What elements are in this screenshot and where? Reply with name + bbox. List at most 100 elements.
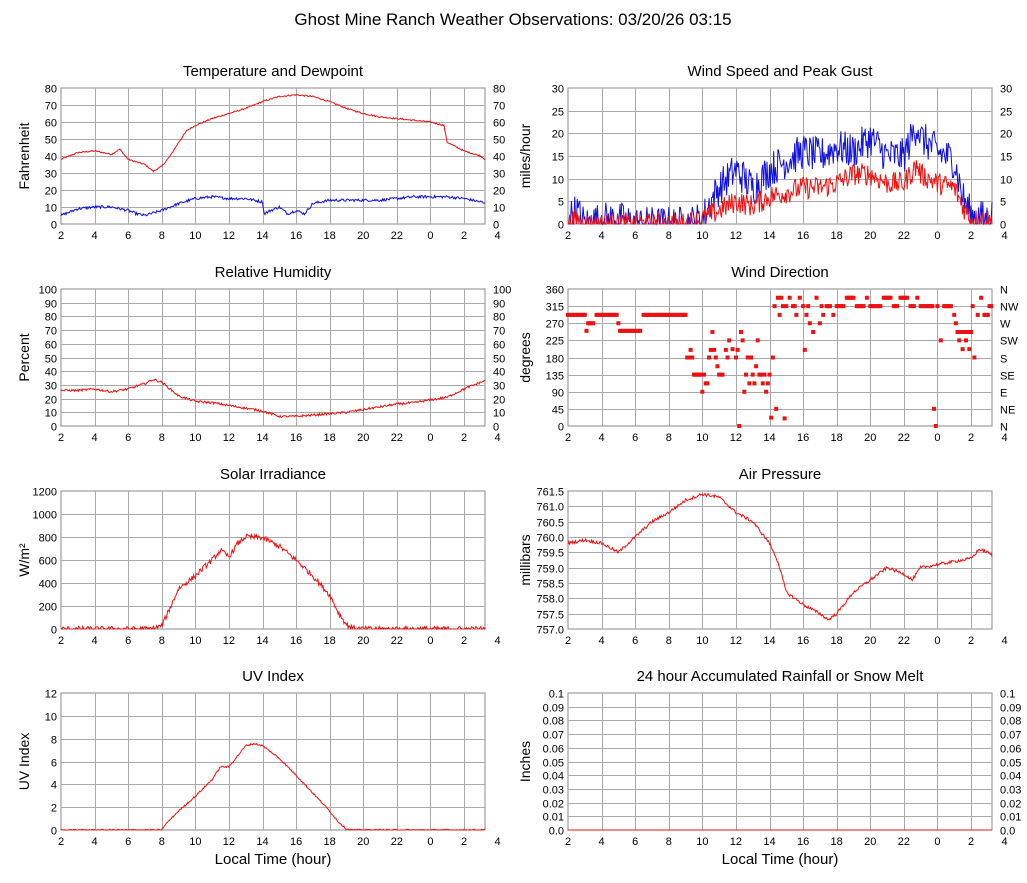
temp-right-tick-label: 50 <box>493 135 505 147</box>
dir-point <box>690 355 695 360</box>
pressure-ytick-label: 761.0 <box>536 502 564 514</box>
rain-ytick-label: 0.07 <box>543 730 564 742</box>
wind-xtick-label: 0 <box>934 230 940 242</box>
rh-ytick-label: 20 <box>45 395 57 407</box>
rh-right-tick-label: 30 <box>493 381 505 393</box>
temp-xtick-label: 4 <box>495 230 501 242</box>
rh-xtick-label: 2 <box>461 432 467 444</box>
rh-ytick-label: 50 <box>45 354 57 366</box>
wind-right-tick-label: 15 <box>1000 152 1012 164</box>
dir-point <box>638 328 643 333</box>
wind-xtick-label: 8 <box>666 230 672 242</box>
temp-series-1-line <box>60 194 486 217</box>
rh-right-tick-label: 90 <box>493 299 505 311</box>
solar-ytick-label: 200 <box>39 602 57 614</box>
dir-ytick-label: 180 <box>546 354 564 366</box>
temp-right-tick-label: 60 <box>493 118 505 130</box>
dir-point <box>960 347 965 352</box>
dir-point <box>743 372 748 377</box>
dir-point <box>754 364 759 369</box>
rh-right-tick-label: 20 <box>493 395 505 407</box>
wind-xtick-label: 12 <box>730 230 742 242</box>
wind-xtick-label: 16 <box>797 230 809 242</box>
dir-point <box>969 330 974 335</box>
dir-point <box>769 415 774 420</box>
rh-ytick-label: 60 <box>45 340 57 352</box>
temp-xtick-label: 20 <box>357 230 369 242</box>
temp-right-tick-label: 20 <box>493 186 505 198</box>
rain-ytick-label: 0.01 <box>543 812 564 824</box>
dir-point <box>707 355 712 360</box>
pressure-xtick-label: 22 <box>898 635 910 647</box>
dir-point <box>686 355 691 360</box>
uv-xtick-label: 12 <box>223 836 235 848</box>
rh-xtick-label: 14 <box>256 432 268 444</box>
pressure-ytick-label: 757.5 <box>536 610 564 622</box>
dir-point <box>772 304 777 309</box>
solar-ylabel: W/m² <box>16 543 32 577</box>
rain-ytick-label: 0.04 <box>543 771 564 783</box>
temp-ytick-label: 60 <box>45 118 57 130</box>
uv-xtick-label: 6 <box>125 836 131 848</box>
solar-xtick-label: 22 <box>391 635 403 647</box>
uv-xtick-label: 14 <box>256 836 268 848</box>
rain-ytick-label: 0.03 <box>543 785 564 797</box>
temp-xtick-label: 6 <box>125 230 131 242</box>
pressure-xtick-label: 8 <box>666 635 672 647</box>
dir-point <box>614 312 619 317</box>
dir-point <box>864 295 869 300</box>
solar-xtick-label: 0 <box>427 635 433 647</box>
dir-point <box>700 389 705 394</box>
temp-right-tick-label: 30 <box>493 169 505 181</box>
wind-xtick-label: 14 <box>763 230 775 242</box>
rain-ylabel: Inches <box>517 741 533 782</box>
dir-xtick-label: 4 <box>599 432 605 444</box>
rain-right-tick-label: 0.1 <box>1000 689 1015 701</box>
pressure-xtick-label: 16 <box>797 635 809 647</box>
uv-xtick-label: 4 <box>495 836 501 848</box>
uv-ytick-label: 6 <box>51 758 57 770</box>
dir-chart: 2 4 6 8 10 12 14 16 18 20 22 0 2 40459013518022527031… <box>517 264 1019 444</box>
rain-xtick-label: 2 <box>968 836 974 848</box>
rain-right-tick-label: 0.04 <box>1000 771 1021 783</box>
rain-ytick-label: 0.09 <box>543 703 564 715</box>
dir-xtick-label: 2 <box>968 432 974 444</box>
uv-title: UV Index <box>242 668 304 685</box>
solar-xtick-label: 8 <box>159 635 165 647</box>
wind-xtick-label: 6 <box>632 230 638 242</box>
dir-point <box>723 347 728 352</box>
temp-ytick-label: 70 <box>45 101 57 113</box>
rain-ytick-label: 0.1 <box>549 689 564 701</box>
dir-plot-area <box>567 288 993 427</box>
dir-ytick-label: 360 <box>546 285 564 297</box>
pressure-series-0-line <box>567 492 993 621</box>
solar-xtick-label: 6 <box>125 635 131 647</box>
temp-ytick-label: 30 <box>45 169 57 181</box>
temp-xtick-label: 4 <box>92 230 98 242</box>
wind-title: Wind Speed and Peak Gust <box>687 63 873 80</box>
pressure-chart: 2 4 6 8 10 12 14 16 18 20 22 0 2 4 757.0 757.5 758.0 758.… <box>517 466 1008 647</box>
temp-chart: 2 4 6 8 10 12 14 16 18 20 22 0 2 40102030405060708001… <box>16 63 505 242</box>
dir-point <box>582 312 587 317</box>
wind-ytick-label: 25 <box>552 107 564 119</box>
wind-xtick-label: 2 <box>968 230 974 242</box>
dir-point <box>737 424 742 428</box>
pressure-ytick-label: 760.0 <box>536 533 564 545</box>
uv-ytick-label: 8 <box>51 735 57 747</box>
pressure-xtick-label: 2 <box>968 635 974 647</box>
dir-point <box>817 321 822 326</box>
rain-xtick-label: 18 <box>831 836 843 848</box>
dir-right-tick-label: S <box>1000 354 1007 366</box>
solar-ytick-label: 600 <box>39 556 57 568</box>
dir-ytick-label: 90 <box>552 388 564 400</box>
dir-point <box>963 338 968 343</box>
temp-ytick-label: 20 <box>45 186 57 198</box>
dir-point <box>955 330 960 335</box>
rain-xtick-label: 8 <box>666 836 672 848</box>
pressure-xtick-label: 10 <box>696 635 708 647</box>
rh-chart: 2 4 6 8 10 12 14 16 18 20 22 0 2 40102030405060708090… <box>16 264 511 444</box>
temp-xtick-label: 2 <box>58 230 64 242</box>
rain-ytick-label: 0.08 <box>543 716 564 728</box>
dir-xtick-label: 8 <box>666 432 672 444</box>
